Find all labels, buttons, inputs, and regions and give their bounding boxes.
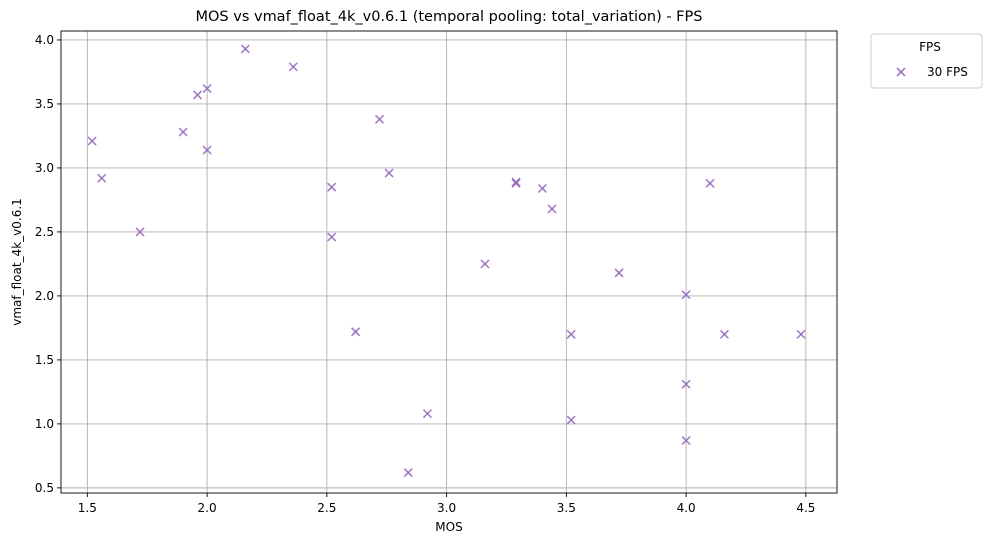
data-point [202, 84, 212, 94]
x-tick-label: 4.5 [796, 501, 815, 515]
data-points [87, 44, 806, 478]
chart-title: MOS vs vmaf_float_4k_v0.6.1 (temporal po… [196, 9, 703, 25]
data-point [327, 232, 337, 242]
y-tick-label: 2.0 [35, 289, 54, 303]
data-point [796, 329, 806, 339]
data-point [374, 114, 385, 124]
data-point [511, 178, 521, 188]
data-point [681, 435, 691, 446]
data-point [537, 183, 547, 193]
plot-area-frame [60, 30, 838, 494]
legend-entry-label: 30 FPS [927, 65, 968, 79]
data-point [511, 177, 521, 187]
data-point [547, 204, 557, 214]
x-tick-label: 1.5 [78, 501, 97, 515]
y-tick-label: 3.5 [35, 97, 54, 111]
x-axis-label: MOS [435, 520, 462, 534]
x-tick-label: 2.0 [198, 501, 217, 515]
data-point [288, 62, 298, 72]
data-point [97, 173, 107, 183]
y-tick-label: 0.5 [35, 481, 54, 495]
data-point [614, 268, 624, 278]
data-point [87, 136, 97, 146]
data-point [566, 415, 576, 425]
y-tick-label: 1.5 [35, 353, 54, 367]
x-tick-label: 2.5 [317, 501, 336, 515]
legend: FPS 30 FPS [870, 33, 983, 89]
x-tick-label: 4.0 [677, 501, 696, 515]
y-axis-ticks: 0.5 1.0 1.5 2.0 2.5 3.0 3.5 4.0 [35, 33, 61, 495]
y-tick-label: 3.0 [35, 161, 54, 175]
data-point [681, 379, 691, 389]
data-point [705, 178, 715, 188]
data-point [422, 409, 433, 419]
x-tick-label: 3.0 [437, 501, 456, 515]
data-point [240, 44, 250, 54]
data-point [681, 290, 691, 300]
x-axis-ticks: 1.5 2.0 2.5 3.0 3.5 4.0 4.5 [78, 493, 815, 515]
data-point [403, 467, 413, 478]
y-tick-label: 1.0 [35, 417, 54, 431]
data-point [480, 259, 490, 269]
y-tick-label: 2.5 [35, 225, 54, 239]
data-point [192, 90, 203, 100]
data-point [327, 182, 337, 192]
y-tick-label: 4.0 [35, 33, 54, 47]
data-point [384, 168, 394, 178]
x-tick-label: 3.5 [557, 501, 576, 515]
data-point [178, 127, 188, 137]
legend-marker [896, 67, 906, 77]
data-point [351, 327, 361, 337]
legend-title: FPS [919, 40, 941, 54]
data-point [566, 329, 576, 339]
data-point [719, 329, 729, 339]
y-axis-label: vmaf_float_4k_v0.6.1 [10, 198, 24, 326]
data-point [135, 227, 145, 237]
grid-lines [61, 31, 837, 493]
data-point [202, 145, 212, 155]
